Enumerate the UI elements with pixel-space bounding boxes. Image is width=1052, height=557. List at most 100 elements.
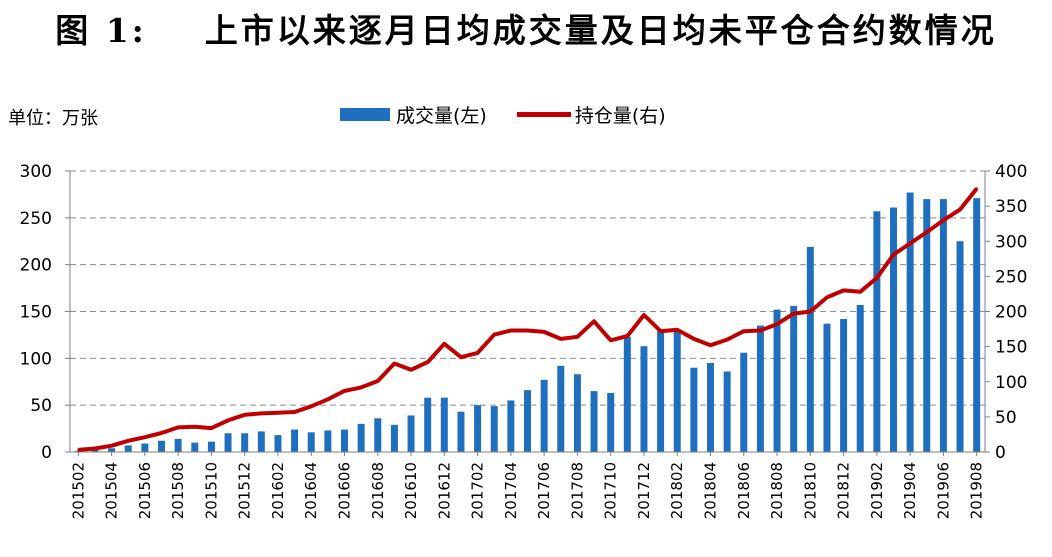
volume-bar (341, 429, 348, 452)
left-tick-label: 300 (20, 162, 52, 182)
open-interest-point (958, 208, 962, 211)
x-tick-label: 201512 (236, 462, 254, 519)
open-interest-point (542, 330, 546, 334)
open-interest-point (576, 335, 579, 338)
volume-bar (790, 305, 798, 452)
open-interest-point (759, 329, 762, 332)
open-interest-point (659, 329, 662, 333)
open-interest-point (925, 230, 928, 234)
x-tick-label: 201904 (901, 462, 919, 519)
open-interest-point (825, 296, 829, 299)
x-tick-label: 201708 (568, 462, 586, 519)
legend-open-interest-swatch (516, 112, 571, 117)
volume-bar (856, 304, 864, 452)
volume-bar (740, 352, 748, 452)
open-interest-point (443, 342, 446, 346)
open-interest-point (493, 333, 496, 336)
left-tick-label: 0 (41, 443, 52, 463)
x-tick-label: 201508 (169, 462, 187, 519)
open-interest-point (243, 413, 246, 416)
right-tick-label: 100 (995, 373, 1027, 393)
volume-bar (474, 405, 482, 452)
open-interest-point (160, 431, 163, 435)
volume-bar (773, 309, 781, 452)
x-tick-label: 201804 (702, 462, 720, 519)
x-tick-label: 201810 (801, 462, 819, 519)
open-interest-point (908, 242, 912, 245)
x-tick-label: 201610 (402, 462, 420, 519)
x-tick-label: 201806 (735, 462, 753, 519)
volume-bar (108, 448, 116, 452)
volume-bar (257, 431, 265, 452)
legend-volume-label: 成交量(左) (396, 105, 487, 127)
volume-bar (490, 406, 498, 452)
open-interest-point (260, 412, 263, 415)
volume-bar (124, 445, 132, 452)
x-tick-label: 201606 (336, 462, 354, 519)
open-interest-point (476, 351, 479, 355)
volume-bar (374, 418, 382, 452)
open-interest-point (509, 329, 513, 332)
left-tick-label: 100 (20, 349, 52, 369)
volume-bar (873, 211, 881, 452)
volume-bar (806, 246, 814, 452)
volume-bar (307, 432, 315, 452)
left-tick-label: 150 (20, 303, 52, 323)
open-interest-point (709, 344, 712, 347)
volume-bar (640, 346, 648, 452)
volume-bar (956, 241, 964, 452)
open-interest-point (376, 379, 379, 383)
x-tick-label: 201802 (668, 462, 686, 519)
volume-bar (91, 449, 99, 452)
open-interest-point (892, 253, 895, 256)
volume-bar (823, 323, 831, 452)
x-tick-label: 201710 (602, 462, 620, 519)
open-interest-point (193, 425, 196, 428)
open-interest-point (642, 313, 646, 317)
unit-label: 单位：万张 (8, 108, 98, 129)
x-tick-label: 201706 (535, 462, 553, 519)
x-tick-label: 201812 (835, 462, 853, 519)
open-interest-point (676, 328, 679, 331)
volume-bar (241, 433, 249, 452)
open-interest-point (310, 405, 313, 408)
volume-bar (191, 442, 199, 452)
volume-bar (390, 424, 398, 452)
volume-bar (224, 433, 232, 452)
volume-bar (557, 365, 565, 452)
volume-bar (607, 392, 615, 452)
right-tick-label: 0 (995, 443, 1006, 463)
x-tick-label: 201602 (269, 462, 287, 519)
x-tick-label: 201704 (502, 462, 520, 519)
open-interest-point (559, 337, 562, 341)
volume-bar (324, 430, 332, 452)
x-tick-label: 201702 (469, 462, 487, 519)
open-interest-point (775, 322, 779, 326)
open-interest-point (293, 410, 296, 414)
volume-bar (707, 363, 714, 452)
open-interest-point (592, 320, 596, 323)
open-interest-point (875, 276, 879, 279)
x-tick-label: 201612 (435, 462, 453, 519)
volume-bar (890, 207, 897, 452)
legend: 成交量(左) 持仓量(右) (340, 101, 666, 128)
volume-bar (291, 429, 299, 452)
volume-bar (906, 192, 914, 452)
open-interest-point (127, 439, 130, 442)
volume-bar (158, 440, 165, 452)
volume-bar (274, 435, 282, 452)
open-interest-point (526, 329, 529, 332)
volume-bar (590, 391, 598, 452)
volume-bar (673, 330, 681, 452)
open-interest-point (942, 218, 945, 222)
x-tick-label: 201712 (635, 462, 653, 519)
open-interest-point (609, 339, 612, 342)
open-interest-point (359, 386, 363, 389)
open-interest-point (143, 436, 147, 439)
open-interest-point (393, 362, 396, 365)
volume-bar (923, 199, 931, 452)
x-tick-label: 201502 (69, 462, 87, 519)
volume-bar (207, 441, 215, 452)
volume-bar (756, 325, 764, 452)
open-interest-point (725, 338, 729, 341)
